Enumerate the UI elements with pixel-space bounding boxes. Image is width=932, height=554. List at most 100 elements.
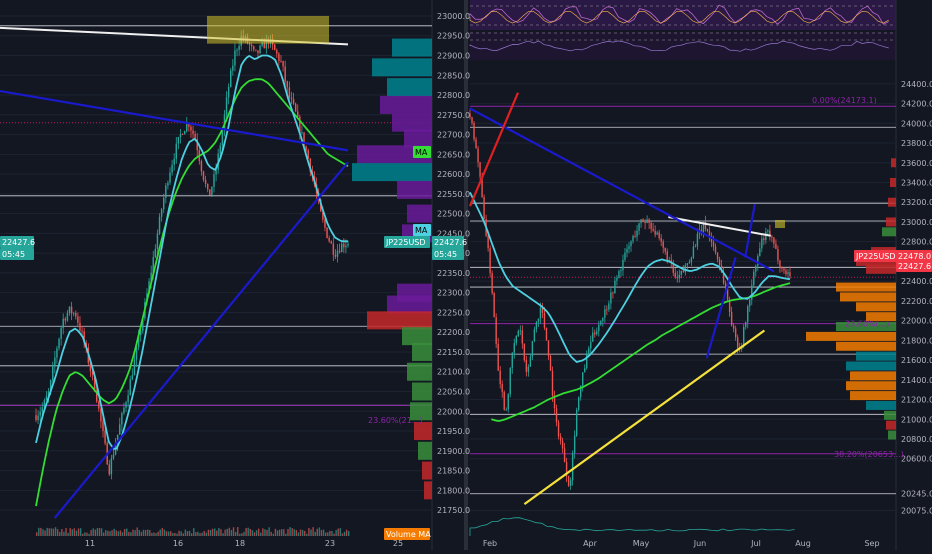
candle-body bbox=[622, 259, 624, 271]
fib-label-23: 23.60%(...) bbox=[845, 320, 889, 329]
candle-body bbox=[110, 458, 113, 475]
volume-bar bbox=[253, 532, 256, 536]
candle-body bbox=[175, 143, 178, 159]
volume-bar bbox=[218, 527, 220, 536]
time-tick-label: Jun bbox=[693, 539, 707, 548]
volume-bar bbox=[249, 528, 251, 536]
candle-body bbox=[724, 283, 727, 289]
candle-body bbox=[642, 219, 644, 223]
volume-profile-bar bbox=[404, 129, 432, 148]
candle-body bbox=[614, 280, 616, 294]
last-price-axis-tag-left-bg bbox=[432, 236, 464, 248]
volume-bar bbox=[52, 528, 55, 536]
price-tick-label: 22000.0 bbox=[901, 317, 932, 326]
countdown-axis-tag-left-bg bbox=[432, 248, 464, 260]
price-tick-label: 21800.0 bbox=[437, 486, 470, 495]
volume-bar bbox=[186, 531, 189, 536]
volume-bar bbox=[123, 529, 126, 536]
volume-bar bbox=[44, 530, 46, 536]
volume-bar bbox=[98, 527, 101, 536]
volume-bar bbox=[134, 530, 136, 536]
price-tick-label: 23600.0 bbox=[901, 159, 932, 168]
price-tick-label: 22150.0 bbox=[437, 348, 470, 357]
volume-bar bbox=[299, 529, 302, 536]
candle-body bbox=[533, 329, 536, 342]
candle-body bbox=[131, 375, 134, 380]
candle-body bbox=[561, 440, 564, 449]
price-tick-label: 22350.0 bbox=[437, 269, 470, 278]
symbol-tag-right-bg bbox=[854, 250, 898, 262]
candle-body bbox=[730, 311, 733, 326]
candle-body bbox=[290, 97, 293, 100]
volume-profile-bar bbox=[367, 311, 432, 330]
time-tick-label: Feb bbox=[483, 539, 497, 548]
price-tick-label: 22950.0 bbox=[437, 32, 470, 41]
price-tick-label: 20075.0 bbox=[901, 507, 932, 516]
ma-tag-cyan: MA bbox=[415, 226, 428, 235]
candle-body bbox=[221, 131, 224, 146]
candle-body bbox=[628, 246, 630, 249]
candle-body bbox=[545, 327, 548, 341]
candle-body bbox=[116, 434, 119, 445]
candle-body bbox=[640, 219, 642, 224]
volume-bar bbox=[172, 533, 174, 536]
countdown-tag-left-bg bbox=[0, 248, 34, 260]
candle-body bbox=[125, 402, 127, 408]
volume-bar bbox=[331, 530, 333, 536]
volume-bar bbox=[157, 531, 159, 536]
candle-body bbox=[165, 185, 167, 198]
indicator-line-2 bbox=[469, 40, 889, 52]
volume-bar bbox=[260, 532, 262, 536]
last-price-tag-left: 22427.6 bbox=[2, 238, 35, 247]
candle-body bbox=[253, 46, 255, 50]
candle-body bbox=[213, 174, 215, 187]
candle-body bbox=[286, 81, 289, 88]
candle-body bbox=[173, 158, 175, 165]
panel-divider[interactable] bbox=[464, 0, 468, 550]
candle-body bbox=[598, 324, 600, 332]
candle-body bbox=[571, 453, 574, 481]
price-tick-label: 21750.0 bbox=[437, 506, 470, 515]
volume-bar bbox=[226, 528, 228, 536]
time-tick-label: Apr bbox=[583, 539, 598, 548]
candle-body bbox=[660, 238, 662, 242]
volume-bar bbox=[149, 530, 151, 536]
candle-body bbox=[123, 407, 125, 414]
volume-bar bbox=[345, 529, 348, 536]
candle-body bbox=[62, 318, 64, 328]
candle-body bbox=[523, 343, 526, 361]
candle-body bbox=[529, 356, 532, 367]
ma-tag-green-bg bbox=[413, 146, 431, 158]
candle-body bbox=[543, 312, 546, 328]
price-tick-label: 20800.0 bbox=[901, 435, 932, 444]
candle-body bbox=[261, 42, 263, 46]
volume-bar bbox=[100, 528, 103, 536]
candle-body bbox=[326, 227, 328, 238]
candle-body bbox=[674, 272, 676, 277]
candle-body bbox=[278, 53, 280, 61]
candle-body bbox=[60, 327, 62, 339]
volume-profile-bar bbox=[886, 420, 896, 430]
candle-body bbox=[77, 316, 79, 323]
volume-profile-bar bbox=[884, 410, 896, 420]
candle-body bbox=[39, 411, 41, 416]
volume-profile-bar bbox=[387, 78, 432, 97]
volume-bar bbox=[199, 533, 201, 536]
volume-bar bbox=[92, 528, 94, 536]
candle-body bbox=[692, 246, 695, 258]
trendline-red-short bbox=[468, 92, 520, 207]
candle-body bbox=[225, 97, 228, 115]
price-tick-label: 22600.0 bbox=[437, 170, 470, 179]
volume-bar bbox=[264, 529, 266, 536]
volume-profile-bar bbox=[412, 342, 432, 361]
volume-profile-bar bbox=[836, 322, 896, 332]
candle-body bbox=[263, 42, 265, 49]
volume-bar bbox=[144, 529, 147, 536]
volume-bar bbox=[234, 531, 237, 536]
candle-body bbox=[638, 223, 640, 231]
last-price-tag-left-bg bbox=[0, 236, 34, 248]
volume-bar bbox=[341, 533, 344, 536]
volume-profile-bar bbox=[866, 312, 896, 322]
volume-profile-bar bbox=[866, 264, 896, 274]
volume-bar bbox=[182, 533, 184, 536]
